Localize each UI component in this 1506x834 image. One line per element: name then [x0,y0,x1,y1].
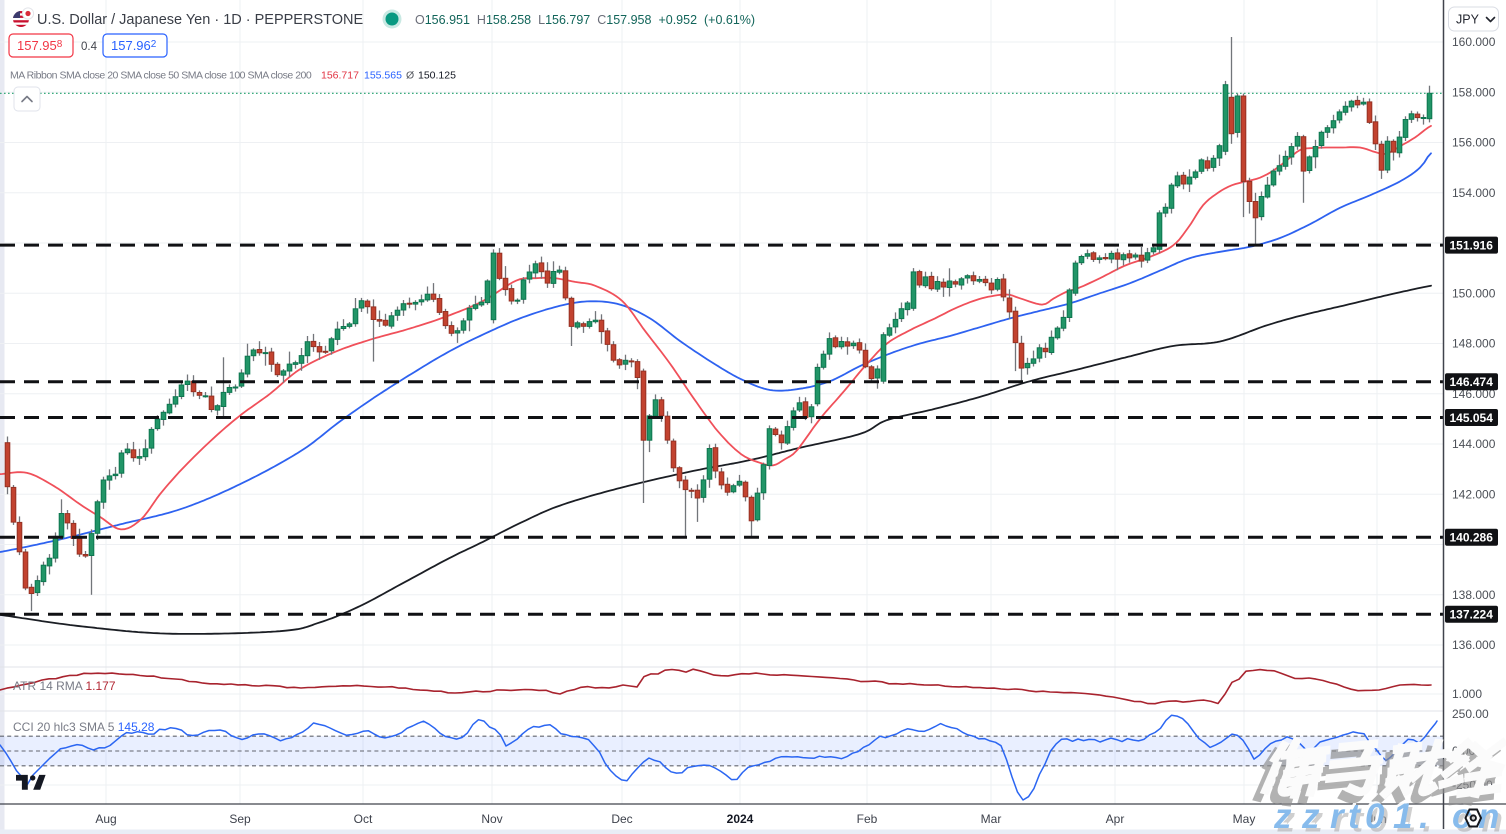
svg-text:148.000: 148.000 [1452,337,1496,351]
svg-text:z: z [1277,801,1296,834]
svg-text:Nov: Nov [481,812,502,826]
svg-text:ATR 14 RMA 1.177: ATR 14 RMA 1.177 [13,679,116,693]
svg-text:r: r [1328,795,1344,834]
svg-text:c: c [1450,795,1469,834]
svg-text:MA Ribbon SMA close 20 SMA clo: MA Ribbon SMA close 20 SMA close 50 SMA … [10,70,312,82]
svg-text:1: 1 [1397,801,1416,834]
svg-text:145.054: 145.054 [1450,411,1494,425]
svg-text:146.474: 146.474 [1450,375,1494,389]
svg-text:137.224: 137.224 [1450,608,1494,622]
svg-text:U.S. Dollar / Japanese Yen · 1: U.S. Dollar / Japanese Yen · 1D · PEPPER… [37,12,363,28]
svg-text:140.286: 140.286 [1450,531,1494,545]
svg-text:t: t [1346,795,1359,834]
svg-text:.: . [1419,797,1429,834]
svg-text:0: 0 [1369,801,1389,834]
svg-text:157.962: 157.962 [111,38,157,53]
svg-text:Apr: Apr [1106,812,1125,826]
svg-text:1: 1 [1391,795,1410,834]
svg-text:n: n [1478,797,1499,834]
svg-text:JPY: JPY [1456,13,1480,27]
svg-text:CCI 20 hlc3 SMA 5 145.28: CCI 20 hlc3 SMA 5 145.28 [13,720,155,734]
svg-text:Oct: Oct [354,812,373,826]
svg-text:z: z [1273,797,1292,834]
svg-text:z: z [1301,797,1320,834]
svg-text:155.565: 155.565 [364,70,402,82]
svg-text:r: r [1334,801,1350,834]
svg-text:136.000: 136.000 [1452,638,1496,652]
svg-text:Sep: Sep [229,812,251,826]
svg-text:2024: 2024 [727,812,754,826]
svg-text:0.4: 0.4 [81,41,98,53]
svg-text:156.717: 156.717 [321,70,359,82]
svg-text:Jun: Jun [1367,812,1386,826]
svg-text:t: t [1348,797,1361,834]
svg-text:144.000: 144.000 [1452,437,1496,451]
svg-text:z: z [1271,795,1290,834]
svg-text:c: c [1452,797,1471,834]
svg-text:142.000: 142.000 [1452,487,1496,501]
svg-text:May: May [1233,812,1256,826]
svg-text:Mar: Mar [981,812,1002,826]
svg-text:1.000: 1.000 [1452,687,1482,701]
svg-text:150.000: 150.000 [1452,286,1496,300]
svg-text:158.000: 158.000 [1452,85,1496,99]
svg-text:Feb: Feb [857,812,878,826]
svg-text:157.958: 157.958 [17,38,63,53]
svg-text:150.125: 150.125 [418,70,456,82]
svg-text:.: . [1417,795,1427,834]
svg-text:Aug: Aug [95,812,116,826]
svg-text:Dec: Dec [611,812,632,826]
svg-text:z: z [1299,795,1318,834]
svg-text:O156.951 H158.258 L156.797 C15: O156.951 H158.258 L156.797 C157.958 +0.9… [415,13,755,27]
svg-text:t: t [1352,801,1365,834]
svg-text:0: 0 [1365,797,1385,834]
svg-text:146.000: 146.000 [1452,387,1496,401]
svg-text:n: n [1476,795,1497,834]
svg-text:1: 1 [1393,797,1412,834]
svg-text:138.000: 138.000 [1452,588,1496,602]
svg-text:r: r [1330,797,1346,834]
svg-text:n: n [1482,801,1503,834]
svg-text:156.000: 156.000 [1452,136,1496,150]
svg-text:Ø: Ø [406,70,414,82]
svg-text:160.000: 160.000 [1452,35,1496,49]
svg-text:z: z [1305,801,1324,834]
svg-text:151.916: 151.916 [1450,238,1494,252]
svg-text:154.000: 154.000 [1452,186,1496,200]
svg-text:.: . [1423,801,1433,834]
svg-text:0: 0 [1363,795,1383,834]
svg-text:250.00: 250.00 [1452,707,1489,721]
